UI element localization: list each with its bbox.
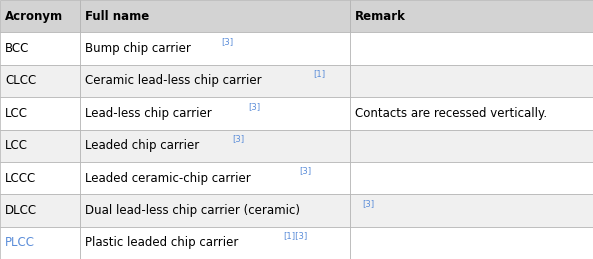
- Bar: [350, 0, 593, 32]
- Text: [1]: [1]: [313, 69, 325, 78]
- Text: Remark: Remark: [355, 10, 406, 23]
- Bar: [0, 65, 80, 97]
- Text: Bump chip carrier: Bump chip carrier: [85, 42, 191, 55]
- Text: Leaded chip carrier: Leaded chip carrier: [85, 139, 199, 152]
- Text: [3]: [3]: [222, 37, 234, 46]
- Text: BCC: BCC: [5, 42, 30, 55]
- Bar: [350, 162, 593, 194]
- Bar: [80, 97, 350, 130]
- Bar: [80, 65, 350, 97]
- Text: Lead-less chip carrier: Lead-less chip carrier: [85, 107, 212, 120]
- Bar: [80, 32, 350, 65]
- Bar: [80, 0, 350, 32]
- Bar: [0, 97, 80, 130]
- Text: CLCC: CLCC: [5, 74, 36, 88]
- Text: Ceramic lead-less chip carrier: Ceramic lead-less chip carrier: [85, 74, 262, 88]
- Text: [1][3]: [1][3]: [283, 231, 307, 240]
- Bar: [0, 162, 80, 194]
- Bar: [80, 162, 350, 194]
- Text: Leaded ceramic-chip carrier: Leaded ceramic-chip carrier: [85, 171, 251, 185]
- Bar: [0, 194, 80, 227]
- Text: [3]: [3]: [362, 199, 375, 208]
- Bar: [0, 130, 80, 162]
- Text: Acronym: Acronym: [5, 10, 63, 23]
- Bar: [80, 130, 350, 162]
- Text: LCC: LCC: [5, 107, 28, 120]
- Text: Plastic leaded chip carrier: Plastic leaded chip carrier: [85, 236, 238, 249]
- Bar: [350, 97, 593, 130]
- Bar: [0, 227, 80, 259]
- Text: [3]: [3]: [299, 167, 311, 175]
- Text: Contacts are recessed vertically.: Contacts are recessed vertically.: [355, 107, 547, 120]
- Bar: [350, 194, 593, 227]
- Text: PLCC: PLCC: [5, 236, 35, 249]
- Text: [3]: [3]: [248, 102, 261, 111]
- Text: Full name: Full name: [85, 10, 149, 23]
- Text: LCCC: LCCC: [5, 171, 36, 185]
- Bar: [350, 130, 593, 162]
- Text: [3]: [3]: [232, 134, 244, 143]
- Bar: [350, 65, 593, 97]
- Bar: [0, 0, 80, 32]
- Text: LCC: LCC: [5, 139, 28, 152]
- Text: DLCC: DLCC: [5, 204, 37, 217]
- Text: Dual lead-less chip carrier (ceramic): Dual lead-less chip carrier (ceramic): [85, 204, 300, 217]
- Bar: [80, 194, 350, 227]
- Bar: [350, 227, 593, 259]
- Bar: [350, 32, 593, 65]
- Bar: [0, 32, 80, 65]
- Bar: [80, 227, 350, 259]
